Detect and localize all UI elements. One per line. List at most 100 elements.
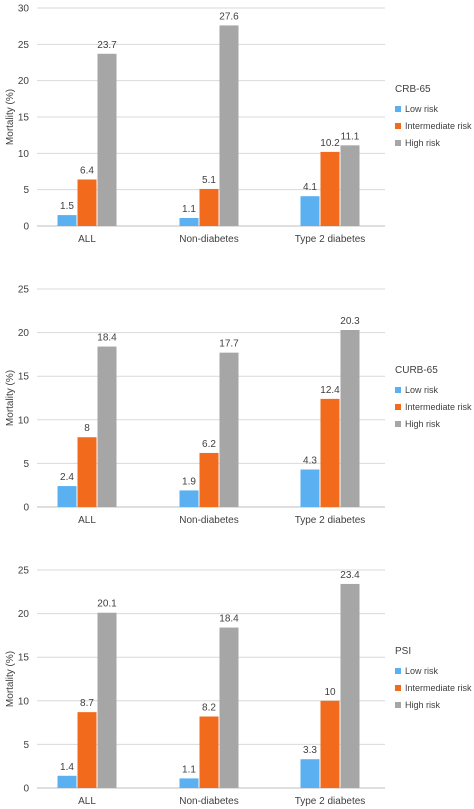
data-label: 17.7 [219, 339, 239, 350]
legend-title: PSI [395, 646, 411, 657]
data-label: 1.4 [60, 762, 74, 773]
y-tick-label: 30 [18, 4, 30, 15]
x-tick-label: ALL [78, 515, 96, 526]
data-label: 18.4 [219, 614, 239, 625]
data-label: 3.3 [303, 745, 317, 756]
x-tick-label: Non-diabetes [179, 234, 238, 245]
chart-panel-3: 0 5 10 15 20 25 Mortality (%) 1.4 8.7 20.1 ALL 1.1 8… [5, 566, 472, 808]
bar-high [97, 612, 117, 788]
bar-low [179, 218, 199, 226]
bar-low [57, 775, 77, 788]
legend-label: Low risk [405, 104, 439, 114]
y-tick-label: 25 [18, 285, 30, 296]
bar-high [97, 53, 117, 226]
data-label: 4.3 [303, 456, 317, 467]
bar-high [219, 352, 239, 507]
y-tick-label: 15 [18, 653, 30, 664]
bar-low [179, 490, 199, 507]
data-label: 18.4 [97, 333, 117, 344]
bar-low [57, 215, 77, 226]
data-label: 12.4 [320, 385, 340, 396]
bar-intermediate [199, 452, 219, 507]
y-tick-label: 10 [18, 415, 30, 426]
y-tick-label: 5 [23, 459, 29, 470]
legend-label: High risk [405, 138, 441, 148]
data-label: 2.4 [60, 472, 74, 483]
x-tick-label: Type 2 diabetes [295, 796, 366, 807]
data-label: 10.2 [320, 138, 340, 149]
bar-high [219, 25, 239, 226]
bar-low [300, 196, 320, 226]
bar-intermediate [77, 712, 97, 788]
legend-label: High risk [405, 419, 441, 429]
y-tick-label: 0 [23, 222, 29, 233]
data-label: 20.1 [97, 599, 117, 610]
x-tick-label: Non-diabetes [179, 796, 238, 807]
y-tick-label: 0 [23, 784, 29, 795]
bar-low [179, 778, 199, 788]
y-tick-label: 5 [23, 740, 29, 751]
bar-intermediate [320, 700, 340, 788]
bar-low [300, 469, 320, 507]
legend-title: CRB-65 [395, 84, 431, 95]
bar-intermediate [320, 398, 340, 507]
y-tick-label: 15 [18, 113, 30, 124]
legend-swatch-intermediate [395, 404, 401, 410]
x-tick-label: ALL [78, 234, 96, 245]
y-tick-label: 20 [18, 328, 30, 339]
legend-label: Intermediate risk [405, 683, 472, 693]
y-tick-label: 15 [18, 372, 30, 383]
legend-swatch-high [395, 702, 401, 708]
data-label: 23.4 [340, 570, 360, 581]
legend-label: Intermediate risk [405, 402, 472, 412]
y-axis-label: Mortality (%) [5, 89, 16, 145]
bar-intermediate [77, 179, 97, 226]
y-axis-label: Mortality (%) [5, 651, 16, 707]
x-tick-label: Type 2 diabetes [295, 234, 366, 245]
legend-swatch-high [395, 140, 401, 146]
legend-swatch-low [395, 106, 401, 112]
data-label: 1.1 [182, 204, 196, 215]
data-label: 8.2 [202, 702, 216, 713]
data-label: 8.7 [80, 698, 94, 709]
data-label: 10 [324, 687, 336, 698]
chart-panel-2: 0 5 10 15 20 25 Mortality (%) 2.4 8 18.4 ALL 1.9 6.2… [5, 285, 472, 527]
bar-high [340, 329, 360, 507]
bar-intermediate [199, 716, 219, 788]
data-label: 8 [84, 423, 90, 434]
y-tick-label: 0 [23, 503, 29, 514]
data-label: 1.9 [182, 476, 196, 487]
bar-low [57, 486, 77, 507]
x-tick-label: Non-diabetes [179, 515, 238, 526]
legend-title: CURB-65 [395, 365, 438, 376]
bar-high [340, 145, 360, 226]
y-tick-label: 25 [18, 40, 30, 51]
legend-swatch-low [395, 668, 401, 674]
data-label: 1.5 [60, 201, 74, 212]
data-label: 20.3 [340, 316, 360, 327]
legend-swatch-low [395, 387, 401, 393]
x-tick-label: ALL [78, 796, 96, 807]
legend-label: Low risk [405, 385, 439, 395]
bar-high [219, 627, 239, 788]
data-label: 6.2 [202, 439, 216, 450]
data-label: 6.4 [80, 165, 94, 176]
data-label: 4.1 [303, 182, 317, 193]
data-label: 5.1 [202, 175, 216, 186]
legend-swatch-intermediate [395, 123, 401, 129]
bar-intermediate [320, 151, 340, 226]
legend-swatch-intermediate [395, 685, 401, 691]
legend-label: Intermediate risk [405, 121, 472, 131]
bar-high [340, 583, 360, 788]
bar-intermediate [77, 437, 97, 507]
data-label: 1.1 [182, 764, 196, 775]
legend-swatch-high [395, 421, 401, 427]
legend-label: Low risk [405, 666, 439, 676]
y-tick-label: 20 [18, 76, 30, 87]
y-tick-label: 10 [18, 696, 30, 707]
y-tick-label: 20 [18, 609, 30, 620]
y-tick-label: 25 [18, 566, 30, 577]
bar-low [300, 759, 320, 788]
y-tick-label: 10 [18, 149, 30, 160]
